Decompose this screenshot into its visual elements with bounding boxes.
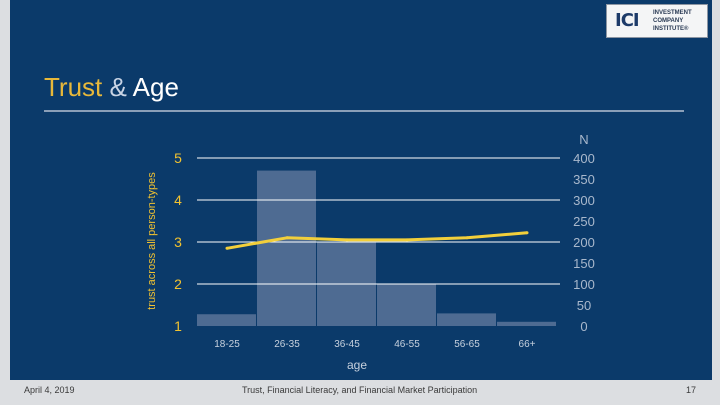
x-tick-36-45: 36-45 <box>334 339 360 350</box>
y-right-tick-200: 200 <box>573 235 595 250</box>
y-left-tick-3: 3 <box>174 234 182 250</box>
footer-date: April 4, 2019 <box>24 385 75 395</box>
footer-page-number: 17 <box>686 385 697 395</box>
logo-line-2: COMPANY <box>653 18 684 24</box>
title-part-age: Age <box>132 72 179 102</box>
y-right-tick-250: 250 <box>573 214 595 229</box>
trust-line <box>226 231 528 250</box>
y-right-tick-0: 0 <box>580 319 587 334</box>
y-right-tick-50: 50 <box>577 298 591 313</box>
title-part-amp: & <box>109 72 127 102</box>
y-left-tick-5: 5 <box>174 150 182 166</box>
y-right-tick-350: 350 <box>573 172 595 187</box>
logo-mark: ICI <box>615 10 640 31</box>
bar-46-55 <box>377 284 436 326</box>
bar-18-25 <box>197 314 256 326</box>
y-right-axis-title: N <box>579 132 588 147</box>
trust-point-56-65 <box>465 236 469 240</box>
y-right-tick-150: 150 <box>573 256 595 271</box>
footer-center: Trust, Financial Literacy, and Financial… <box>242 385 478 395</box>
x-tick-56-65: 56-65 <box>454 339 480 350</box>
y-right-tick-300: 300 <box>573 193 595 208</box>
y-left-axis-label: trust across all person-types <box>146 172 158 310</box>
y-left-tick-2: 2 <box>174 276 182 292</box>
bar-26-35 <box>257 170 316 326</box>
y-right-tick-400: 400 <box>573 151 595 166</box>
title-part-trust: Trust <box>44 72 103 102</box>
trust-point-36-45 <box>345 238 349 242</box>
logo-line-1: INVESTMENT <box>653 10 692 16</box>
bar-66+ <box>497 321 556 326</box>
trust-point-26-35 <box>285 236 289 240</box>
trust-point-46-55 <box>405 238 409 242</box>
x-tick-46-55: 46-55 <box>394 339 420 350</box>
ici-logo: ICI INVESTMENT COMPANY INSTITUTE® <box>606 4 708 38</box>
title-divider <box>44 110 684 112</box>
x-tick-26-35: 26-35 <box>274 339 300 350</box>
x-tick-18-25: 18-25 <box>214 339 240 350</box>
x-tick-66+: 66+ <box>519 339 536 350</box>
logo-wordmark: INVESTMENT COMPANY INSTITUTE® <box>653 9 692 33</box>
y-left-tick-1: 1 <box>174 318 182 334</box>
x-axis-label: age <box>347 358 367 372</box>
trust-point-18-25 <box>225 246 229 250</box>
bar-56-65 <box>437 313 496 326</box>
y-right-tick-100: 100 <box>573 277 595 292</box>
trust-point-66+ <box>525 231 529 235</box>
page-title: Trust & Age <box>44 72 179 103</box>
y-left-tick-4: 4 <box>174 192 182 208</box>
logo-line-3: INSTITUTE® <box>653 26 689 32</box>
